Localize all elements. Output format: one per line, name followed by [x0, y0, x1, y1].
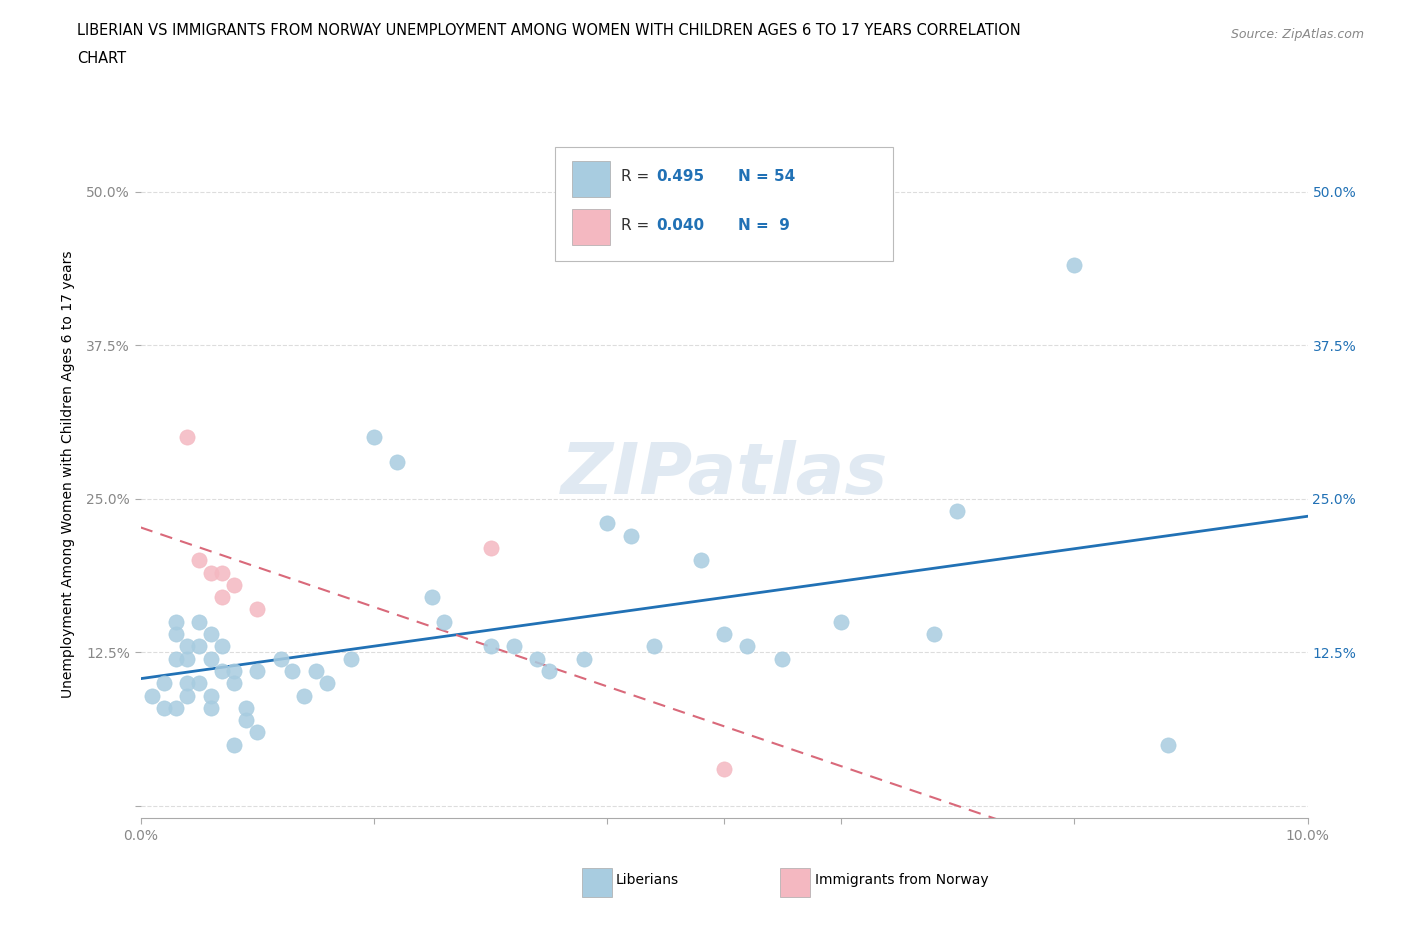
Text: N = 54: N = 54 — [738, 169, 796, 184]
Text: Source: ZipAtlas.com: Source: ZipAtlas.com — [1230, 28, 1364, 41]
Point — [572, 651, 595, 666]
Text: 0.495: 0.495 — [657, 169, 704, 184]
Point — [176, 430, 198, 445]
FancyBboxPatch shape — [572, 161, 610, 197]
Point — [200, 627, 222, 642]
Point — [176, 676, 198, 691]
Point — [222, 676, 245, 691]
Point — [188, 553, 211, 568]
Point — [526, 651, 548, 666]
FancyBboxPatch shape — [582, 868, 612, 897]
Y-axis label: Unemployment Among Women with Children Ages 6 to 17 years: Unemployment Among Women with Children A… — [62, 250, 75, 698]
Point — [246, 663, 269, 678]
Point — [387, 455, 409, 470]
Point — [200, 700, 222, 715]
Point — [153, 676, 176, 691]
Point — [211, 639, 233, 654]
Point — [339, 651, 361, 666]
Point — [713, 627, 735, 642]
Point — [772, 651, 794, 666]
Point — [235, 712, 257, 727]
Point — [200, 565, 222, 580]
Point — [176, 639, 198, 654]
Point — [538, 663, 561, 678]
Text: Immigrants from Norway: Immigrants from Norway — [815, 873, 988, 887]
Text: R =: R = — [621, 218, 655, 232]
Point — [363, 430, 385, 445]
Text: R =: R = — [621, 169, 655, 184]
Point — [222, 737, 245, 752]
Point — [235, 700, 257, 715]
Text: LIBERIAN VS IMMIGRANTS FROM NORWAY UNEMPLOYMENT AMONG WOMEN WITH CHILDREN AGES 6: LIBERIAN VS IMMIGRANTS FROM NORWAY UNEMP… — [77, 23, 1021, 38]
Point — [165, 627, 187, 642]
Point — [1156, 737, 1178, 752]
Point — [200, 651, 222, 666]
Point — [713, 762, 735, 777]
Text: N =  9: N = 9 — [738, 218, 790, 232]
Point — [305, 663, 328, 678]
Point — [188, 639, 211, 654]
Point — [246, 725, 269, 740]
FancyBboxPatch shape — [572, 209, 610, 246]
Point — [479, 639, 502, 654]
Point — [422, 590, 444, 604]
Point — [503, 639, 526, 654]
Point — [946, 504, 969, 519]
Point — [165, 651, 187, 666]
Point — [176, 651, 198, 666]
Point — [176, 688, 198, 703]
Point — [222, 663, 245, 678]
Point — [211, 565, 233, 580]
Point — [596, 516, 619, 531]
Point — [188, 676, 211, 691]
Point — [270, 651, 292, 666]
Point — [643, 639, 665, 654]
Point — [737, 639, 759, 654]
Text: 0.040: 0.040 — [657, 218, 704, 232]
Point — [153, 700, 176, 715]
Point — [830, 615, 852, 630]
Point — [165, 700, 187, 715]
Point — [281, 663, 304, 678]
Point — [922, 627, 945, 642]
Point — [433, 615, 456, 630]
Point — [222, 578, 245, 592]
Point — [200, 688, 222, 703]
FancyBboxPatch shape — [780, 868, 810, 897]
Point — [620, 528, 643, 543]
Point — [246, 602, 269, 617]
FancyBboxPatch shape — [555, 148, 893, 261]
Text: Liberians: Liberians — [616, 873, 679, 887]
Point — [165, 615, 187, 630]
Point — [211, 663, 233, 678]
Point — [211, 590, 233, 604]
Point — [292, 688, 315, 703]
Point — [1063, 258, 1085, 272]
Point — [479, 540, 502, 555]
Point — [188, 615, 211, 630]
Text: ZIPatlas: ZIPatlas — [561, 440, 887, 509]
Point — [689, 553, 711, 568]
Point — [141, 688, 163, 703]
Point — [316, 676, 339, 691]
Text: CHART: CHART — [77, 51, 127, 66]
